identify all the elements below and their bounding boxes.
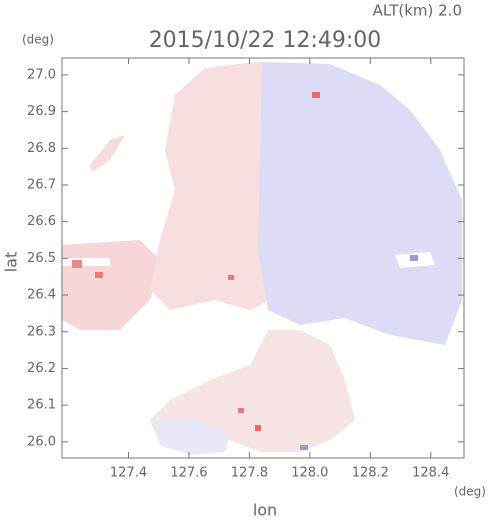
radar-field (62, 62, 462, 455)
x-tick-label: 128.2 (352, 466, 389, 481)
y-tick-label: 26.0 (27, 434, 56, 449)
y-unit: (deg) (22, 33, 54, 47)
y-tick-label: 26.1 (27, 398, 56, 413)
y-tick-label: 26.2 (27, 361, 56, 376)
altitude-label: ALT(km) 2.0 (373, 2, 462, 20)
x-unit: (deg) (454, 485, 486, 499)
x-tick-label: 127.6 (170, 466, 207, 481)
y-tick-label: 27.0 (27, 67, 56, 82)
y-tick-label: 26.4 (27, 288, 56, 303)
y-tick-label: 26.5 (27, 251, 56, 266)
y-tick-label: 26.7 (27, 177, 56, 192)
x-tick-label: 128.4 (412, 466, 449, 481)
y-tick-label: 26.9 (27, 104, 56, 119)
x-tick-label: 127.4 (110, 466, 147, 481)
y-tick-label: 26.8 (27, 141, 56, 156)
x-tick-label: 127.8 (231, 466, 268, 481)
y-tick-label: 26.6 (27, 214, 56, 229)
y-axis-label: lat (2, 252, 21, 273)
chart-title: 2015/10/22 12:49:00 (149, 28, 382, 53)
y-tick-label: 26.3 (27, 324, 56, 339)
x-axis-label: lon (253, 501, 277, 520)
x-tick-label: 128.0 (291, 466, 328, 481)
